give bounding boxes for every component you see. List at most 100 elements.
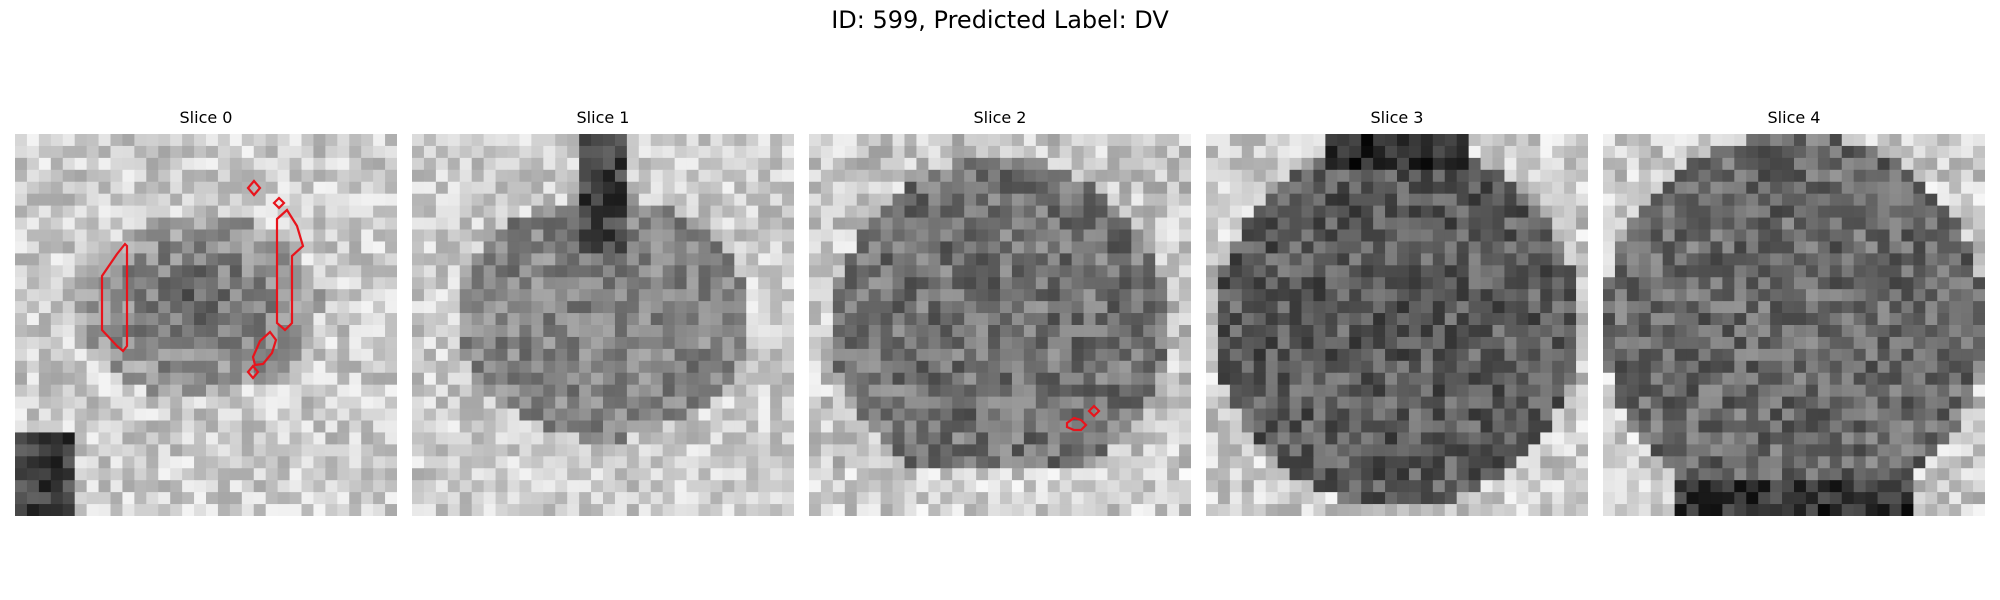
pixel-tile [1289, 134, 1303, 147]
pixel-tile [579, 205, 592, 219]
pixel-tile [435, 420, 449, 434]
pixel-tile [809, 396, 822, 410]
pixel-tile [1492, 181, 1506, 195]
pixel-tile [746, 456, 759, 469]
pixel-tile [1770, 432, 1783, 445]
pixel-tile [74, 432, 88, 445]
pixel-tile [1361, 229, 1374, 243]
pixel-tile [916, 456, 929, 469]
pixel-tile [447, 444, 461, 457]
pixel-tile [122, 205, 135, 219]
pixel-tile [1179, 241, 1191, 254]
pixel-tile [325, 360, 338, 374]
pixel-tile [758, 301, 771, 314]
pixel-tile [1480, 145, 1494, 159]
pixel-tile [880, 205, 894, 219]
pixel-tile [1734, 372, 1747, 386]
pixel-tile [1603, 313, 1616, 326]
pixel-tile [459, 193, 473, 207]
pixel-tile [543, 384, 556, 398]
pixel-tile [1095, 205, 1109, 219]
pixel-tile [1217, 480, 1231, 493]
pixel-tile [1361, 432, 1374, 445]
pixel-tile [361, 289, 374, 302]
pixel-tile [265, 384, 279, 398]
pixel-tile [1492, 444, 1506, 457]
pixel-tile [385, 169, 397, 183]
pixel-tile [1277, 241, 1291, 254]
pixel-tile [1000, 408, 1013, 422]
pixel-tile [1229, 217, 1243, 231]
pixel-tile [1083, 384, 1097, 398]
pixel-tile [758, 360, 771, 374]
pixel-tile [98, 480, 112, 493]
pixel-tile [1373, 181, 1386, 195]
pixel-tile [50, 325, 64, 338]
pixel-tile [820, 396, 834, 410]
pixel-tile [1841, 432, 1855, 445]
pixel-tile [194, 420, 207, 434]
pixel-tile [1603, 229, 1616, 243]
pixel-tile [1480, 408, 1494, 422]
pixel-tile [459, 253, 473, 266]
pixel-tile [1722, 444, 1735, 457]
pixel-tile [1722, 134, 1735, 147]
pixel-tile [483, 253, 497, 266]
pixel-tile [1853, 229, 1867, 243]
pixel-tile [1540, 480, 1553, 493]
pixel-tile [650, 348, 664, 362]
pixel-tile [241, 205, 255, 219]
pixel-tile [26, 336, 40, 350]
pixel-tile [1782, 205, 1795, 219]
pixel-tile [1155, 193, 1168, 207]
pixel-tile [856, 301, 870, 314]
pixel-tile [507, 372, 521, 386]
pixel-tile [98, 325, 112, 338]
pixel-tile [746, 325, 759, 338]
pixel-tile [241, 408, 255, 422]
pixel-tile [229, 157, 243, 171]
pixel-tile [1155, 468, 1168, 481]
pixel-tile [1289, 205, 1303, 219]
pixel-tile [856, 384, 870, 398]
pixel-tile [809, 241, 822, 254]
pixel-tile [194, 384, 207, 398]
pixel-tile [1540, 169, 1553, 183]
slice-image-2 [809, 134, 1191, 516]
pixel-tile [1603, 325, 1616, 338]
pixel-tile [1373, 384, 1386, 398]
pixel-tile [844, 193, 858, 207]
pixel-tile [964, 492, 977, 505]
pixel-tile [1770, 253, 1783, 266]
pixel-tile [1277, 384, 1291, 398]
pixel-tile [1480, 336, 1494, 350]
pixel-tile [1662, 229, 1676, 243]
pixel-tile [1059, 217, 1073, 231]
pixel-tile [1638, 301, 1652, 314]
pixel-tile [459, 408, 473, 422]
pixel-tile [74, 134, 88, 147]
pixel-tile [1516, 325, 1529, 338]
pixel-tile [952, 360, 965, 374]
pixel-tile [1722, 301, 1735, 314]
pixel-tile [146, 145, 159, 159]
pixel-tile [1397, 289, 1410, 302]
pixel-tile [1167, 229, 1180, 243]
pixel-tile [626, 229, 640, 243]
pixel-tile [1504, 169, 1517, 183]
pixel-tile [1794, 408, 1807, 422]
pixel-tile [1325, 181, 1338, 195]
pixel-tile [1734, 134, 1747, 147]
pixel-tile [626, 145, 640, 159]
pixel-tile [1674, 313, 1688, 326]
pixel-tile [1325, 253, 1338, 266]
pixel-tile [1853, 408, 1867, 422]
pixel-tile [1253, 480, 1267, 493]
pixel-tile [650, 444, 664, 457]
pixel-tile [809, 277, 822, 290]
pixel-tile [325, 229, 338, 243]
pixel-tile [206, 313, 219, 326]
pixel-tile [62, 169, 76, 183]
pixel-tile [1710, 169, 1723, 183]
pixel-tile [1277, 289, 1291, 302]
